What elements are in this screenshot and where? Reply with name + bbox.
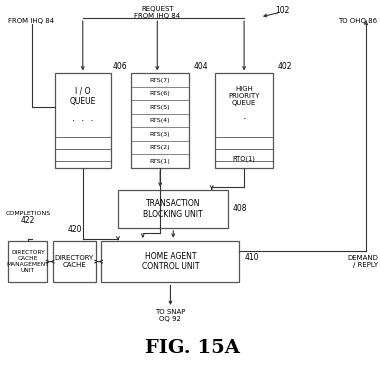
Text: 410: 410 xyxy=(244,253,259,262)
Text: 102: 102 xyxy=(275,6,290,15)
Text: I / O
QUEUE: I / O QUEUE xyxy=(70,87,96,106)
Text: RTS(5): RTS(5) xyxy=(150,105,171,110)
Text: RTS(1): RTS(1) xyxy=(150,159,171,164)
Text: REQUEST
FROM IHQ 84: REQUEST FROM IHQ 84 xyxy=(134,6,180,19)
Text: TRANSACTION
BLOCKING UNIT: TRANSACTION BLOCKING UNIT xyxy=(143,199,203,219)
Bar xyxy=(8,241,48,283)
Text: RTS(3): RTS(3) xyxy=(150,132,171,137)
Text: FIG. 15A: FIG. 15A xyxy=(146,339,240,357)
Bar xyxy=(118,190,228,228)
Text: HIGH
PRIORITY
QUEUE: HIGH PRIORITY QUEUE xyxy=(228,86,260,106)
Text: RTO(1): RTO(1) xyxy=(233,155,255,162)
Bar xyxy=(53,241,96,283)
Text: 406: 406 xyxy=(113,62,127,72)
Text: COMPLETIONS: COMPLETIONS xyxy=(5,211,50,216)
Text: 402: 402 xyxy=(278,62,292,72)
Bar xyxy=(215,73,273,168)
Bar xyxy=(101,241,239,283)
Text: HOME AGENT
CONTROL UNIT: HOME AGENT CONTROL UNIT xyxy=(142,252,199,271)
Text: 420: 420 xyxy=(67,224,82,234)
Text: DIRECTORY
CACHE: DIRECTORY CACHE xyxy=(55,255,94,268)
Bar xyxy=(55,73,111,168)
Text: RTS(7): RTS(7) xyxy=(150,78,171,82)
Text: 422: 422 xyxy=(21,216,35,225)
Text: ·  ·  ·: · · · xyxy=(72,116,93,126)
Bar xyxy=(131,73,189,168)
Text: ·: · xyxy=(242,114,246,124)
Text: DEMAND
/ REPLY: DEMAND / REPLY xyxy=(348,255,378,268)
Text: RTS(6): RTS(6) xyxy=(150,91,171,96)
Text: 404: 404 xyxy=(194,62,209,72)
Text: RTS(4): RTS(4) xyxy=(150,118,171,123)
Text: TO OHQ 86: TO OHQ 86 xyxy=(338,18,377,24)
Text: FROM IHQ 84: FROM IHQ 84 xyxy=(8,18,54,24)
Text: RTS(2): RTS(2) xyxy=(150,145,171,150)
Text: TO SNAP
OQ 92: TO SNAP OQ 92 xyxy=(155,309,185,322)
Text: 408: 408 xyxy=(233,204,248,214)
Text: DIRECTORY
CACHE
MANAGEMENT
UNIT: DIRECTORY CACHE MANAGEMENT UNIT xyxy=(6,250,49,273)
